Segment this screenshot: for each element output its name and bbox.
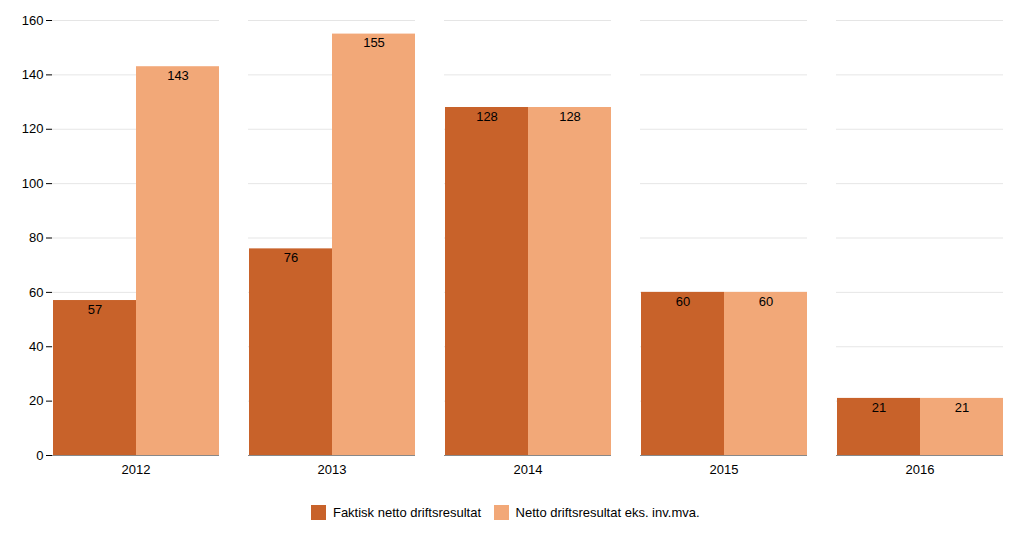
svg-text:2014: 2014 [514, 462, 543, 477]
svg-text:2012: 2012 [122, 462, 151, 477]
svg-text:128: 128 [476, 109, 498, 124]
svg-text:60: 60 [29, 285, 43, 300]
svg-text:2016: 2016 [906, 462, 935, 477]
svg-text:60: 60 [676, 294, 690, 309]
svg-text:160: 160 [22, 13, 44, 28]
svg-text:143: 143 [167, 68, 189, 83]
svg-text:120: 120 [22, 121, 44, 136]
svg-text:20: 20 [29, 393, 43, 408]
svg-text:21: 21 [872, 400, 886, 415]
html-text:Faktisk netto driftsresultat: Faktisk netto driftsresultat [332, 505, 482, 520]
svg-text:2015: 2015 [710, 462, 739, 477]
svg-text:100: 100 [22, 176, 44, 191]
svg-text:40: 40 [29, 339, 43, 354]
svg-text:76: 76 [284, 250, 298, 265]
svg-text:155: 155 [363, 35, 385, 50]
html-text:Netto driftsresultat eks. inv.: Netto driftsresultat eks. inv.mva. [515, 505, 700, 520]
svg-text:0: 0 [36, 448, 43, 463]
svg-text:57: 57 [88, 302, 102, 317]
svg-text:80: 80 [29, 230, 43, 245]
svg-text:128: 128 [559, 109, 581, 124]
svg-text:60: 60 [759, 294, 773, 309]
svg-text:2013: 2013 [318, 462, 347, 477]
svg-text:21: 21 [955, 400, 969, 415]
svg-text:140: 140 [22, 67, 44, 82]
